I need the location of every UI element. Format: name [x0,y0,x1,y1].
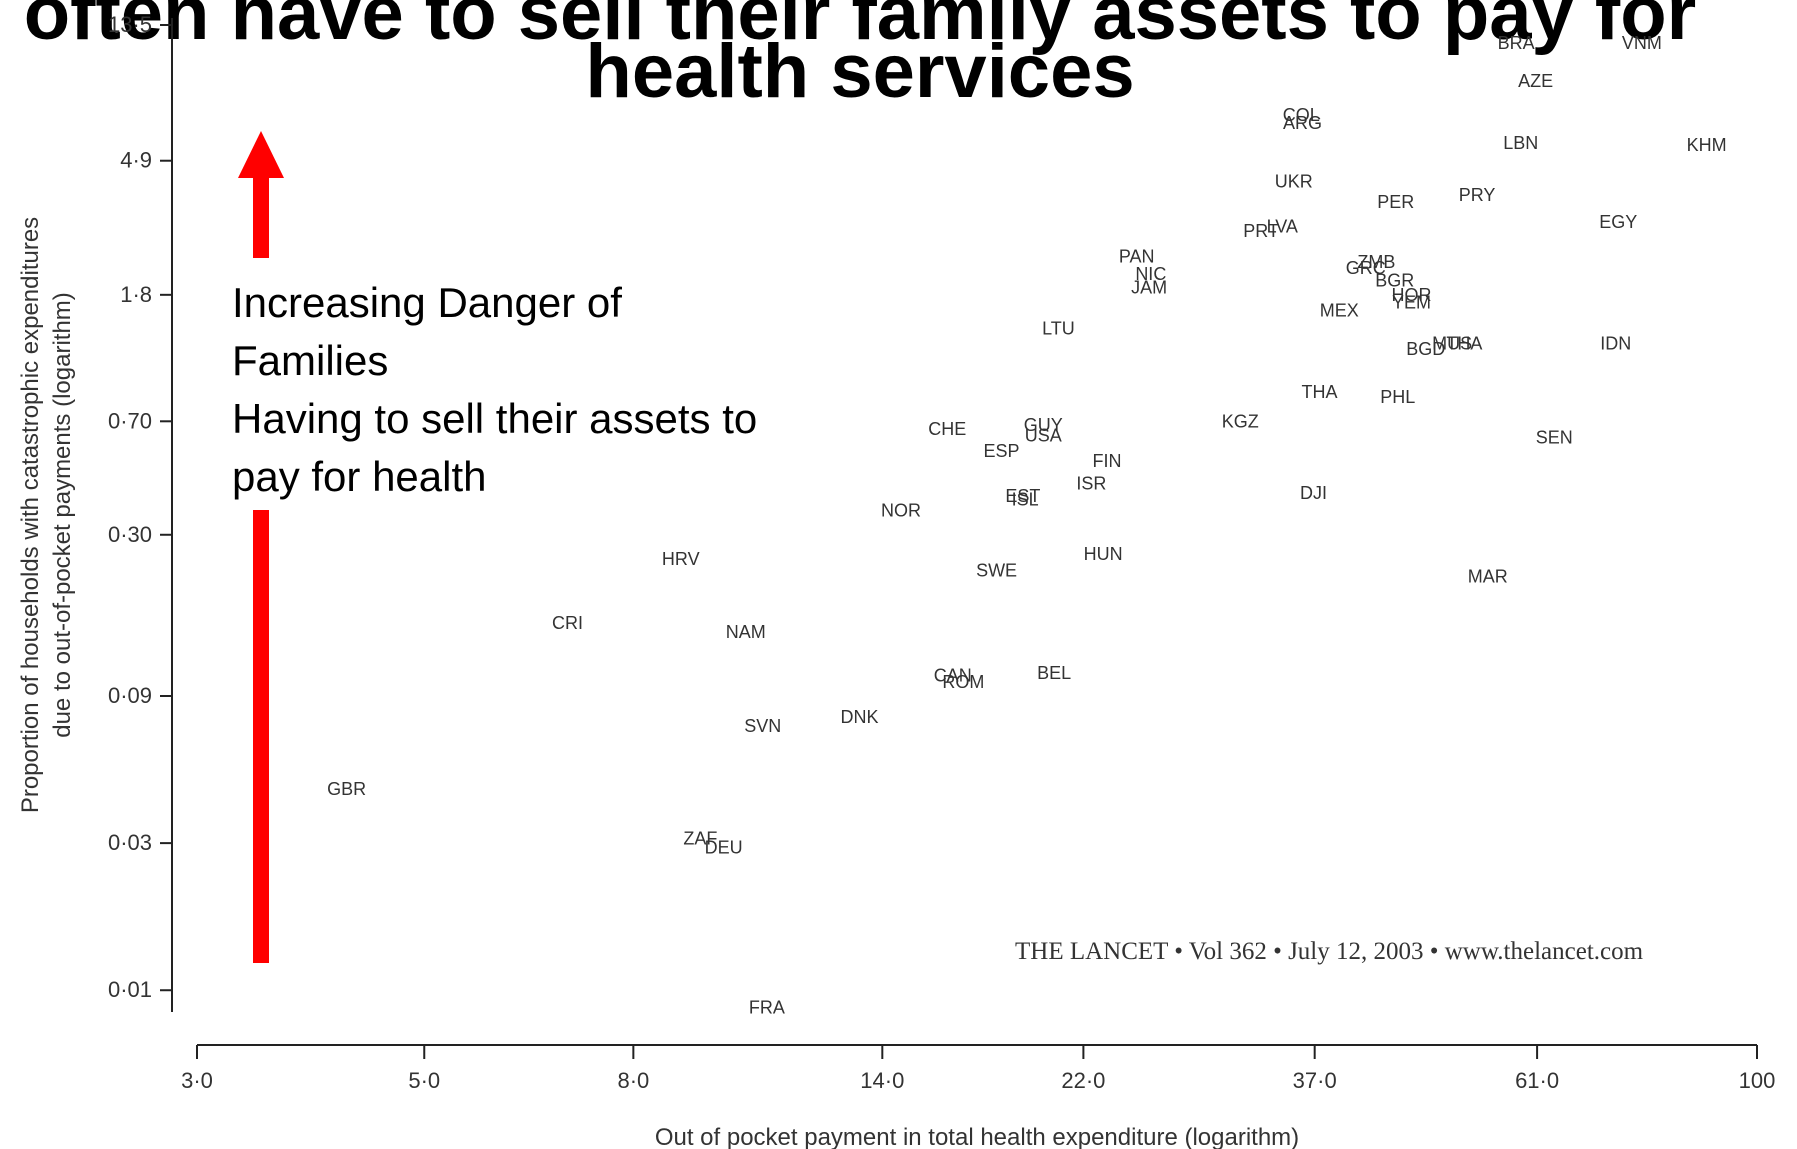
point-label: PRT [1243,221,1279,241]
point-label: MEX [1320,301,1359,321]
point-label: KGZ [1222,411,1259,431]
point-label: VNM [1622,33,1662,53]
point-label: PHL [1380,387,1415,407]
y-tick-label: 1·8 [120,282,152,307]
point-label: FIN [1093,451,1122,471]
x-tick-label: 8·0 [617,1068,649,1093]
point-label: SWE [976,560,1017,580]
point-label: IDN [1600,334,1631,354]
point-label: LBN [1503,133,1538,153]
y-tick-label: 4·9 [120,148,152,173]
point-label: CAN [934,665,972,685]
point-label: THA [1301,382,1337,402]
point-label: HUN [1084,544,1123,564]
y-tick-label: 0·70 [108,408,152,433]
danger-arrow-shaft [253,176,269,258]
point-label: YEM [1392,292,1431,312]
point-label: LVA [1267,216,1298,236]
point-label: GBR [327,779,366,799]
point-label: KHM [1687,135,1727,155]
y-axis-label: Proportion of households with catastroph… [17,217,44,813]
point-label: MAR [1468,566,1508,586]
annotation-line: Families [232,337,389,384]
point-label: AZE [1518,71,1553,91]
point-label: COL [1283,105,1320,125]
x-axis-label: Out of pocket payment in total health ex… [655,1124,1299,1149]
annotation-line: Having to sell their assets to [232,395,758,442]
point-label: NOR [881,500,921,520]
point-label: THA [1446,334,1482,354]
point-label: NIC [1135,264,1166,284]
point-label: BRA [1498,33,1535,53]
point-label: HRV [662,549,700,569]
x-tick-label: 37·0 [1293,1068,1337,1093]
point-label: DNK [840,707,878,727]
point-label: SVN [744,716,781,736]
point-label: MUS [1432,334,1472,354]
point-label: ROM [942,672,984,692]
point-label: GUY [1024,415,1063,435]
danger-annotation: Increasing Danger of Families Having to … [232,274,852,506]
point-label: CHE [928,419,966,439]
point-label: ISR [1076,473,1106,493]
y-tick-label: 0·09 [108,683,152,708]
chart-title-line-1: often have to sell their family assets t… [23,0,1697,56]
point-label: ARG [1283,113,1322,133]
point-label: BGR [1375,271,1414,291]
annotation-line: pay for health [232,453,487,500]
x-tick-label: 14·0 [860,1068,904,1093]
annotation-line: Increasing Danger of [232,279,622,326]
point-label: ZAF [683,829,717,849]
x-tick-label: 100 [1739,1068,1776,1093]
point-label: GRC [1346,258,1386,278]
danger-arrow-bar [253,510,269,963]
point-label: ISL [1012,490,1039,510]
point-label: SEN [1536,428,1573,448]
y-tick-label: 0·01 [108,977,152,1002]
point-label: DJI [1300,483,1327,503]
y-tick-label: 0·03 [108,830,152,855]
point-label: BGD [1406,339,1445,359]
point-label: CRI [552,613,583,633]
point-label: ESP [983,441,1019,461]
point-label: BEL [1037,663,1071,683]
danger-arrow-head [238,131,284,178]
point-label: PRY [1459,185,1496,205]
y-axis-label: due to out-of-pocket payments (logarithm… [49,292,76,738]
point-label: LTU [1042,318,1075,338]
point-label: JAM [1131,278,1167,298]
source-citation: THE LANCET • Vol 362 • July 12, 2003 • w… [1015,938,1644,965]
x-tick-label: 5·0 [408,1068,440,1093]
point-label: FRA [749,997,785,1017]
point-label: NAM [726,622,766,642]
point-label: PAN [1119,246,1155,266]
y-tick-label: 0·30 [108,522,152,547]
point-label: UKR [1275,171,1313,191]
point-label: ZMB [1357,252,1395,272]
point-label: HOR [1392,285,1432,305]
x-tick-label: 3·0 [181,1068,213,1093]
point-label: PER [1377,192,1414,212]
y-tick-label: 13·5 [108,12,152,37]
point-label: EST [1005,486,1040,506]
chart-title-line-2: health services [585,29,1135,110]
x-tick-label: 22·0 [1061,1068,1105,1093]
chart-title: often have to sell their family assets t… [0,0,1797,110]
point-label: DEU [705,838,743,858]
point-label: USA [1025,425,1062,445]
point-label: EGY [1599,212,1637,232]
x-tick-label: 61·0 [1515,1068,1559,1093]
